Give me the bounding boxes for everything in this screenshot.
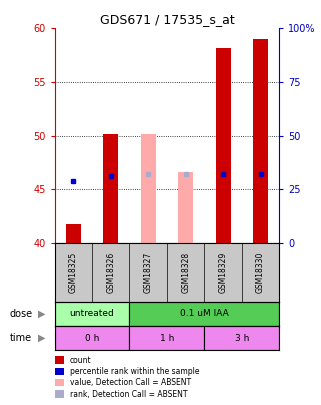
Bar [129, 326, 204, 350]
Bar [55, 326, 129, 350]
Bar [141, 134, 156, 243]
Bar [129, 302, 279, 326]
Text: ▶: ▶ [38, 333, 46, 343]
Bar [66, 224, 81, 243]
Text: 0.1 uM IAA: 0.1 uM IAA [180, 309, 229, 318]
Text: GSM18325: GSM18325 [69, 252, 78, 293]
Text: GSM18330: GSM18330 [256, 252, 265, 293]
Title: GDS671 / 17535_s_at: GDS671 / 17535_s_at [100, 13, 234, 26]
Text: time: time [10, 333, 32, 343]
Text: GSM18328: GSM18328 [181, 252, 190, 293]
Bar [216, 48, 230, 243]
Text: dose: dose [10, 309, 33, 319]
Text: 3 h: 3 h [235, 334, 249, 343]
Bar [103, 134, 118, 243]
Text: GSM18326: GSM18326 [106, 252, 115, 293]
Text: untreated: untreated [70, 309, 114, 318]
Bar [178, 172, 193, 243]
Bar [253, 39, 268, 243]
Text: GSM18327: GSM18327 [144, 252, 153, 293]
Text: value, Detection Call = ABSENT: value, Detection Call = ABSENT [70, 378, 191, 387]
Text: 0 h: 0 h [85, 334, 99, 343]
Text: 1 h: 1 h [160, 334, 174, 343]
Bar [55, 302, 129, 326]
Text: GSM18329: GSM18329 [219, 252, 228, 293]
Text: rank, Detection Call = ABSENT: rank, Detection Call = ABSENT [70, 390, 187, 399]
Text: count: count [70, 356, 91, 364]
Bar [204, 326, 279, 350]
Text: percentile rank within the sample: percentile rank within the sample [70, 367, 199, 376]
Text: ▶: ▶ [38, 309, 46, 319]
